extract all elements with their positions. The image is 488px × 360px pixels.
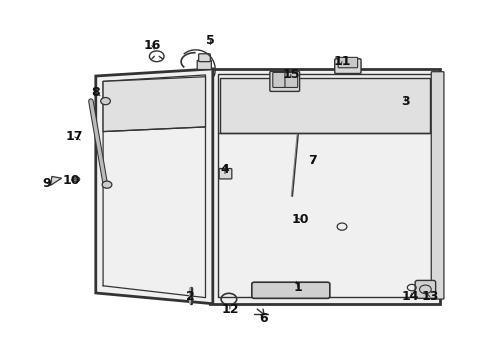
Polygon shape	[96, 69, 212, 304]
FancyBboxPatch shape	[219, 168, 231, 179]
Circle shape	[101, 98, 110, 105]
FancyBboxPatch shape	[272, 72, 285, 87]
Text: 8: 8	[91, 86, 100, 99]
Text: 12: 12	[221, 303, 238, 316]
FancyBboxPatch shape	[198, 54, 210, 62]
Text: 17: 17	[66, 130, 83, 144]
Text: 14: 14	[401, 290, 418, 303]
Text: 2: 2	[186, 290, 195, 303]
Text: 7: 7	[308, 154, 317, 167]
Circle shape	[73, 177, 80, 182]
FancyBboxPatch shape	[334, 59, 360, 73]
Polygon shape	[103, 77, 205, 132]
FancyBboxPatch shape	[430, 72, 443, 299]
Circle shape	[102, 181, 112, 188]
Text: 16: 16	[143, 39, 160, 52]
FancyBboxPatch shape	[269, 71, 299, 91]
Polygon shape	[220, 78, 429, 134]
Text: 13: 13	[420, 290, 438, 303]
Text: 6: 6	[259, 311, 268, 325]
FancyBboxPatch shape	[285, 72, 297, 87]
FancyBboxPatch shape	[197, 60, 211, 69]
FancyBboxPatch shape	[337, 57, 357, 68]
Text: 15: 15	[282, 68, 299, 81]
Text: 10: 10	[291, 213, 309, 226]
Text: 5: 5	[205, 33, 214, 47]
Text: 3: 3	[400, 95, 409, 108]
Text: 4: 4	[220, 163, 229, 176]
Polygon shape	[50, 176, 61, 185]
Polygon shape	[210, 69, 439, 304]
Text: 10: 10	[62, 174, 80, 186]
Text: 1: 1	[293, 281, 302, 294]
Text: 11: 11	[333, 55, 350, 68]
Text: 9: 9	[42, 177, 51, 190]
FancyBboxPatch shape	[251, 282, 329, 298]
FancyBboxPatch shape	[414, 280, 435, 298]
